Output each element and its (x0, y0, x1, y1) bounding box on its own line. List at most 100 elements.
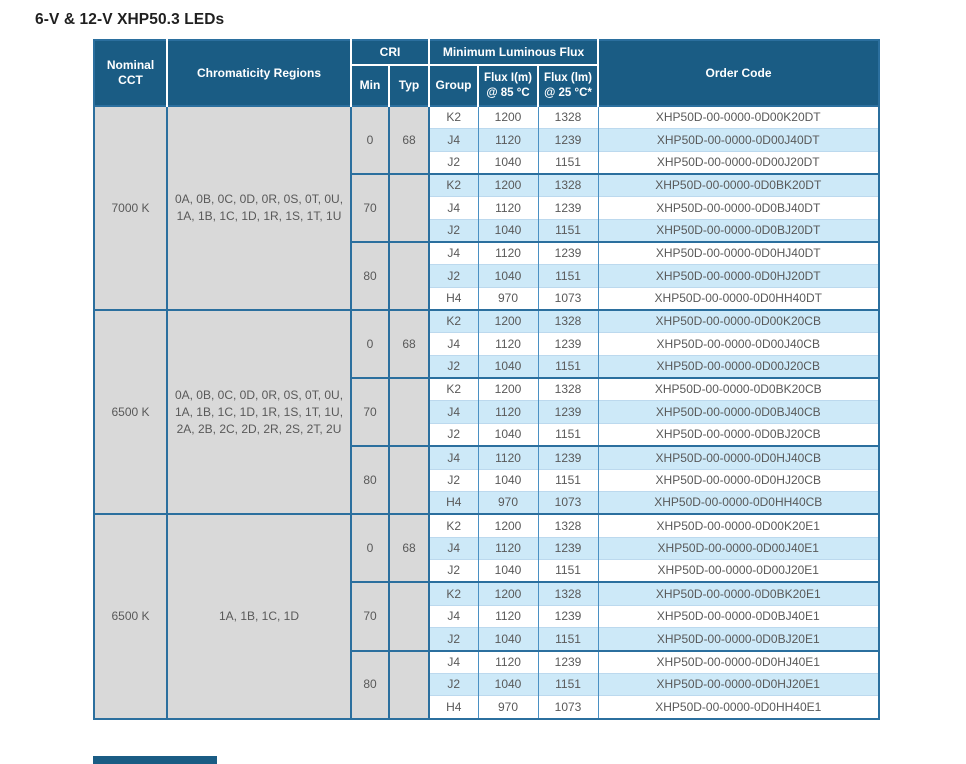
table-row: 70 K2 1200 1328 XHP50D-00-0000-0D0BK20DT (94, 173, 880, 243)
cri-typ-cell (387, 241, 431, 311)
flux-85c-cell: 1040 (477, 627, 539, 651)
flux-25c-cell: 1151 (537, 627, 599, 651)
flux-25c-cell: 1328 (537, 377, 599, 401)
flux-85c-cell: 1120 (477, 196, 539, 220)
flux-group-cell: J2 (428, 264, 479, 288)
flux-25c-cell: 1328 (537, 173, 599, 197)
flux-group-cell: J2 (428, 627, 479, 651)
flux-25c-cell: 1328 (537, 581, 599, 606)
table-row: 70 K2 1200 1328 XHP50D-00-0000-0D0BK20CB (94, 377, 880, 447)
led-flux-table: Nominal CCT Chromaticity Regions CRI Min… (93, 39, 881, 720)
flux-group-cell: J2 (428, 559, 479, 583)
table-row: 80 J4 1120 1239 XHP50D-00-0000-0D0HJ40CB (94, 445, 880, 515)
order-code-cell: XHP50D-00-0000-0D0BJ40E1 (597, 604, 880, 628)
flux-25c-cell: 1239 (537, 241, 599, 265)
cri-min-cell: 70 (350, 173, 390, 243)
cri-typ-cell (387, 649, 431, 719)
flux-85c-cell: 1040 (477, 559, 539, 583)
flux-25c-cell: 1239 (537, 128, 599, 152)
cropped-next-table-header-fragment (93, 756, 217, 764)
header-nominal-cct: Nominal CCT (93, 39, 168, 106)
flux-25c-cell: 1151 (537, 423, 599, 447)
table-row: J2 1040 1151 XHP50D-00-0000-0D0HJ20CB (94, 468, 880, 492)
cri-typ-cell (387, 581, 431, 651)
order-code-cell: XHP50D-00-0000-0D0BK20DT (597, 173, 880, 197)
flux-25c-cell: 1073 (537, 491, 599, 515)
flux-group-cell: K2 (428, 377, 479, 401)
cct-cell: 7000 K (93, 104, 168, 311)
chromaticity-cell: 1A, 1B, 1C, 1D (166, 513, 352, 719)
chromaticity-cell: 0A, 0B, 0C, 0D, 0R, 0S, 0T, 0U, 1A, 1B, … (166, 104, 352, 311)
cri-min-cell: 0 (350, 513, 390, 583)
order-code-cell: XHP50D-00-0000-0D0BJ40DT (597, 196, 880, 220)
table-header: Nominal CCT Chromaticity Regions CRI Min… (93, 39, 881, 106)
flux-85c-cell: 1120 (477, 649, 539, 674)
flux-group-cell: K2 (428, 105, 479, 129)
flux-25c-cell: 1239 (537, 649, 599, 674)
flux-group-cell: J4 (428, 196, 479, 220)
cri-min-cell: 80 (350, 445, 390, 515)
table-row: J4 1120 1239 XHP50D-00-0000-0D00J40CB (94, 332, 880, 356)
cct-cell: 6500 K (93, 513, 168, 719)
cri-min-cell: 0 (350, 104, 390, 175)
flux-group-cell: J2 (428, 218, 479, 243)
flux-group-cell: J4 (428, 536, 479, 560)
order-code-cell: XHP50D-00-0000-0D0HH40E1 (597, 695, 880, 719)
flux-group-cell: H4 (428, 287, 479, 311)
table-row: J4 1120 1239 XHP50D-00-0000-0D00J40E1 (94, 536, 880, 560)
order-code-cell: XHP50D-00-0000-0D0BJ20E1 (597, 627, 880, 651)
flux-85c-cell: 970 (477, 491, 539, 515)
header-flux-group: Group (428, 64, 480, 106)
flux-85c-cell: 1040 (477, 150, 539, 175)
table-row: J2 1040 1151 XHP50D-00-0000-0D0HJ20DT (94, 264, 880, 288)
cri-min-cell: 70 (350, 377, 390, 447)
flux-25c-cell: 1073 (537, 695, 599, 719)
flux-group-cell: J4 (428, 241, 479, 265)
header-cri: CRI (349, 39, 431, 66)
flux-85c-cell: 970 (477, 695, 539, 719)
flux-group-cell: J4 (428, 332, 479, 356)
flux-group-cell: K2 (428, 513, 479, 538)
table-row: J2 1040 1151 XHP50D-00-0000-0D00J20CB (94, 355, 880, 379)
table-row: 70 K2 1200 1328 XHP50D-00-0000-0D0BK20E1 (94, 581, 880, 651)
order-code-cell: XHP50D-00-0000-0D0BJ20DT (597, 218, 880, 243)
cri-typ-cell: 68 (387, 513, 431, 583)
flux-85c-cell: 1120 (477, 400, 539, 424)
cri-min-cell: 80 (350, 241, 390, 311)
cri-min-cell: 70 (350, 581, 390, 651)
table-row: 6500 K 1A, 1B, 1C, 1D 0 68 K2 1200 1328 XHP50D-… (93, 513, 880, 719)
flux-group-cell: J4 (428, 128, 479, 152)
table-row: J2 1040 1151 XHP50D-00-0000-0D0HJ20E1 (94, 672, 880, 696)
order-code-cell: XHP50D-00-0000-0D0HH40CB (597, 491, 880, 515)
cri-typ-cell (387, 173, 431, 243)
flux-25c-cell: 1151 (537, 559, 599, 583)
order-code-cell: XHP50D-00-0000-0D0BJ40CB (597, 400, 880, 424)
flux-group-cell: H4 (428, 491, 479, 515)
table-row: J2 1040 1151 XHP50D-00-0000-0D00J20E1 (94, 559, 880, 583)
order-code-cell: XHP50D-00-0000-0D0BK20CB (597, 377, 880, 401)
order-code-cell: XHP50D-00-0000-0D0HJ40DT (597, 241, 880, 265)
order-code-cell: XHP50D-00-0000-0D00J40DT (597, 128, 880, 152)
flux-group-cell: J4 (428, 445, 479, 469)
cri-typ-cell (387, 377, 431, 447)
flux-85c-cell: 1200 (477, 309, 539, 333)
table-row: J4 1120 1239 XHP50D-00-0000-0D0BJ40CB (94, 400, 880, 424)
table-row: J4 1120 1239 XHP50D-00-0000-0D0BJ40DT (94, 196, 880, 220)
header-cri-typ: Typ (387, 64, 431, 106)
flux-25c-cell: 1151 (537, 468, 599, 492)
order-code-cell: XHP50D-00-0000-0D00K20CB (597, 309, 880, 333)
cri-min-cell: 80 (350, 649, 390, 719)
flux-group-cell: J2 (428, 672, 479, 696)
flux-85c-cell: 1120 (477, 536, 539, 560)
order-code-cell: XHP50D-00-0000-0D0HJ20DT (597, 264, 880, 288)
flux-85c-cell: 1120 (477, 241, 539, 265)
flux-group-cell: J2 (428, 150, 479, 175)
flux-25c-cell: 1328 (537, 105, 599, 129)
flux-group-cell: H4 (428, 695, 479, 719)
cct-cell: 6500 K (93, 309, 168, 515)
header-minimum-luminous-flux: Minimum Luminous Flux (428, 39, 600, 66)
flux-85c-cell: 1120 (477, 604, 539, 628)
header-chromaticity-regions: Chromaticity Regions (166, 39, 352, 106)
table-row: J4 1120 1239 XHP50D-00-0000-0D00J40DT (94, 128, 880, 152)
flux-85c-cell: 1040 (477, 423, 539, 447)
